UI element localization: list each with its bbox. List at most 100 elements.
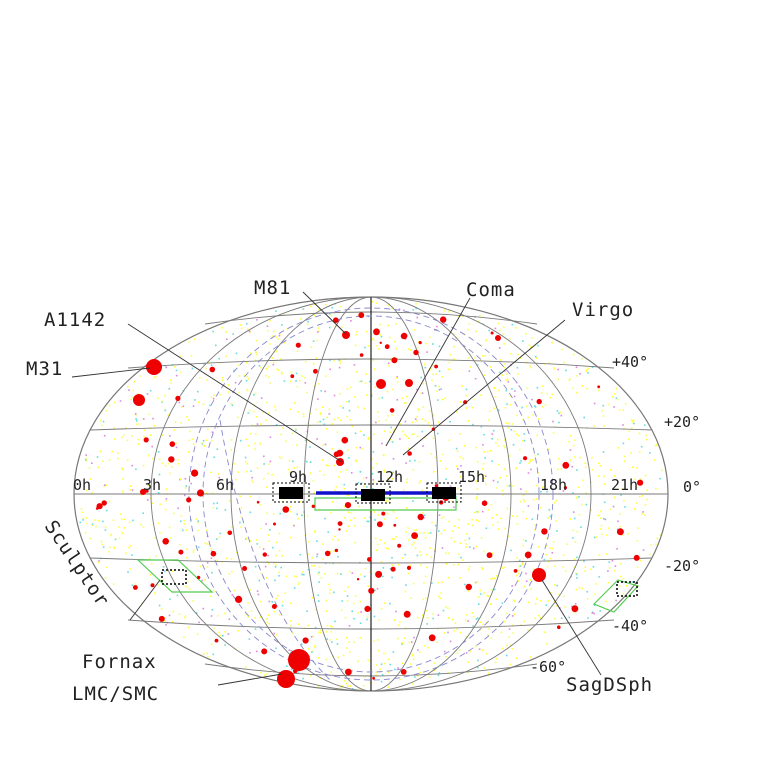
background-point <box>325 304 327 306</box>
background-point <box>476 617 479 619</box>
background-point <box>504 566 506 568</box>
background-point <box>602 404 605 407</box>
background-point <box>516 657 518 659</box>
background-point <box>384 542 386 544</box>
ra-label-6h: 6h <box>216 476 234 494</box>
background-point <box>323 423 326 426</box>
background-point <box>436 390 438 393</box>
background-point <box>256 423 259 425</box>
background-point <box>207 428 209 430</box>
background-point <box>433 662 436 664</box>
background-point <box>432 613 434 615</box>
background-point <box>619 525 621 528</box>
background-point <box>137 443 140 445</box>
galaxy-marker <box>311 504 315 508</box>
background-point <box>192 600 194 602</box>
background-point <box>581 503 583 506</box>
background-point <box>489 410 491 412</box>
galaxy-marker <box>169 441 176 447</box>
galaxy-marker <box>242 566 248 571</box>
background-point <box>510 644 512 647</box>
background-point <box>206 379 208 381</box>
background-point <box>504 446 506 449</box>
background-point <box>276 633 278 636</box>
background-point <box>506 378 509 381</box>
background-point <box>325 658 327 661</box>
background-point <box>117 457 119 460</box>
background-point <box>453 525 456 527</box>
background-point <box>363 575 366 578</box>
background-point <box>337 319 340 322</box>
background-point <box>511 585 513 587</box>
background-point <box>426 351 428 353</box>
background-point <box>431 582 433 584</box>
background-point <box>276 541 278 544</box>
background-point <box>309 446 311 448</box>
background-point <box>552 541 555 543</box>
background-point <box>445 655 447 658</box>
background-point <box>250 352 252 355</box>
background-point <box>372 359 375 361</box>
background-point <box>342 407 344 409</box>
background-point <box>572 387 574 390</box>
galaxy-marker <box>175 395 181 401</box>
background-point <box>309 412 312 415</box>
background-point <box>459 475 462 478</box>
background-point <box>243 374 245 377</box>
background-point <box>302 677 304 680</box>
background-point <box>312 363 315 365</box>
background-point <box>309 472 312 474</box>
background-point <box>520 624 523 626</box>
background-point <box>272 546 274 549</box>
background-point <box>523 439 526 442</box>
background-point <box>353 364 356 366</box>
background-point <box>472 625 474 627</box>
galaxy-marker <box>356 578 360 581</box>
background-point <box>396 357 398 360</box>
background-point <box>411 433 413 436</box>
background-point <box>401 397 404 400</box>
background-point <box>476 488 479 490</box>
background-point <box>464 539 467 541</box>
background-point <box>467 620 469 622</box>
background-point <box>311 557 313 559</box>
background-point <box>615 397 618 399</box>
background-point <box>169 598 171 601</box>
background-point <box>267 472 269 475</box>
background-point <box>149 389 152 392</box>
background-point <box>597 475 600 477</box>
background-point <box>178 401 181 404</box>
background-point <box>452 564 455 566</box>
galaxy-marker <box>186 497 192 503</box>
background-point <box>530 346 532 349</box>
background-point <box>387 362 390 364</box>
background-point <box>483 592 485 594</box>
background-point <box>357 482 360 484</box>
background-point <box>586 598 589 600</box>
background-point <box>384 430 386 432</box>
background-point <box>384 602 386 605</box>
background-point <box>210 557 213 559</box>
background-point <box>480 394 482 397</box>
background-point <box>206 543 208 545</box>
background-point <box>313 303 316 305</box>
background-point <box>522 510 525 513</box>
background-point <box>85 457 87 460</box>
background-point <box>583 560 585 563</box>
background-point <box>318 308 320 311</box>
background-point <box>387 324 389 327</box>
background-point <box>359 573 362 576</box>
background-point <box>591 468 594 471</box>
background-point <box>289 510 292 513</box>
background-point <box>112 427 115 429</box>
background-point <box>344 616 347 619</box>
background-point <box>96 456 99 458</box>
background-point <box>266 621 268 623</box>
background-point <box>438 370 441 372</box>
background-point <box>491 577 494 580</box>
background-point <box>401 662 404 664</box>
background-point <box>228 618 231 620</box>
background-point <box>357 406 359 408</box>
background-point <box>320 413 322 416</box>
galaxy-marker <box>434 364 438 369</box>
